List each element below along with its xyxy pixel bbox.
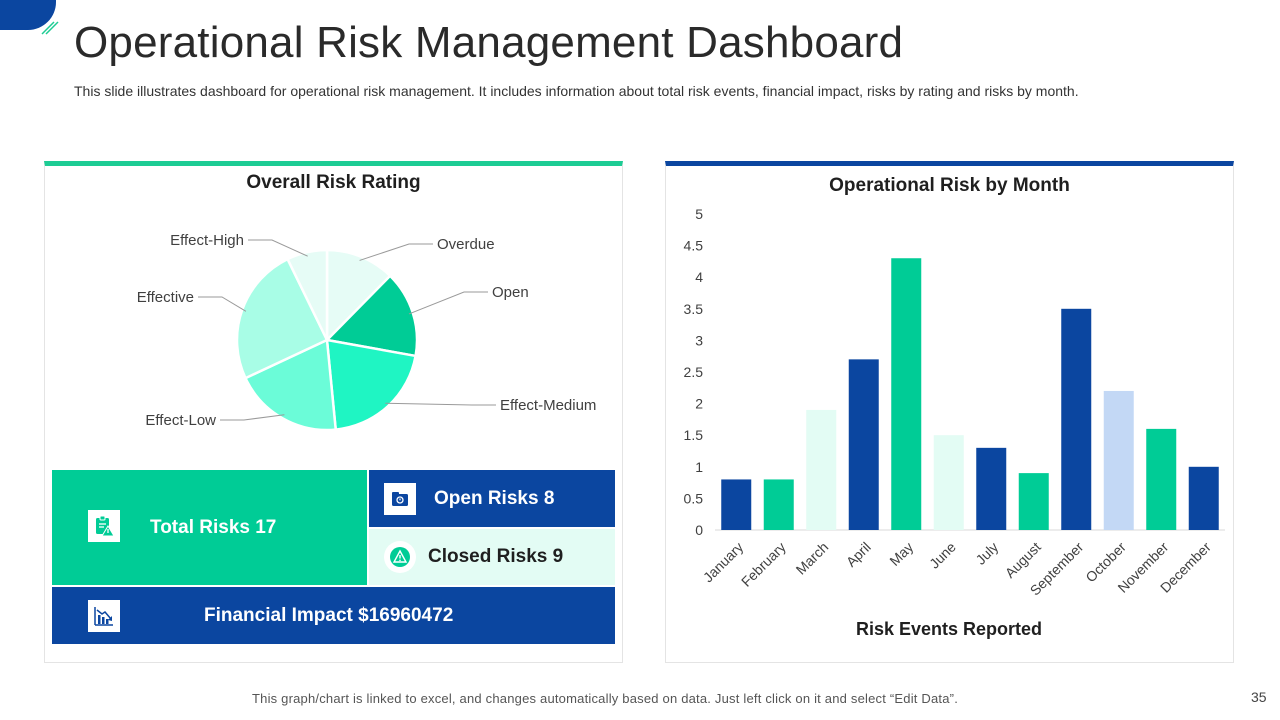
x-tick-label: June: [926, 539, 959, 572]
page-subtitle: This slide illustrates dashboard for ope…: [74, 83, 1079, 99]
pie-slice-effect-high[interactable]: [285, 248, 329, 341]
x-tick-label: February: [738, 539, 789, 590]
corner-ticks-icon: [41, 21, 59, 35]
y-tick-label: 5: [695, 206, 703, 222]
x-tick-label: May: [886, 539, 916, 569]
clipboard-alert-icon: [88, 510, 120, 542]
pie-leader-line: [220, 414, 285, 421]
page-number: 35: [1251, 689, 1267, 705]
x-tick-label: April: [843, 539, 874, 570]
bar-august[interactable]: [1018, 473, 1049, 530]
financial-impact-tile[interactable]: Financial Impact $16960472: [52, 587, 615, 644]
pie-label: Effect-High: [170, 232, 244, 249]
closed-risks-tile[interactable]: Closed Risks 9: [369, 529, 615, 585]
y-tick-label: 2: [695, 396, 703, 412]
y-tick-label: 4: [695, 269, 703, 285]
financial-impact-label: Financial Impact $16960472: [204, 605, 454, 626]
bar-may[interactable]: [891, 258, 922, 530]
pie-label: Open: [492, 284, 529, 301]
bar-june[interactable]: [933, 435, 964, 530]
bar-april[interactable]: [848, 359, 879, 530]
pie-label: Effect-Medium: [500, 397, 596, 414]
footer-note: This graph/chart is linked to excel, and…: [252, 691, 959, 706]
bar-february[interactable]: [763, 479, 794, 530]
open-folder-icon: [384, 483, 416, 515]
y-tick-label: 0.5: [684, 490, 704, 506]
page-title: Operational Risk Management Dashboard: [74, 18, 904, 67]
pie-leader-line: [248, 239, 308, 257]
bar-december[interactable]: [1188, 466, 1219, 530]
bar-september[interactable]: [1061, 308, 1092, 530]
y-tick-label: 4.5: [684, 238, 704, 254]
pie-slice-effect-low[interactable]: [243, 338, 338, 432]
y-tick-label: 2.5: [684, 364, 704, 380]
pie-slice-effective[interactable]: [235, 257, 329, 380]
pie-label: Effective: [137, 289, 194, 306]
bar-november[interactable]: [1146, 428, 1177, 530]
overall-risk-pie-chart[interactable]: Overdue Open Effect-Medium Effect-Low Effect…: [44, 200, 623, 462]
open-risks-label: Open Risks 8: [434, 488, 555, 509]
x-tick-label: July: [972, 539, 1001, 568]
pie-label: Effect-Low: [145, 412, 216, 429]
total-risks-label: Total Risks 17: [150, 517, 277, 538]
y-tick-label: 3: [695, 332, 703, 348]
y-tick-label: 0: [695, 522, 703, 538]
pie-leader-line: [198, 296, 247, 312]
bar-october[interactable]: [1103, 390, 1134, 530]
open-risks-tile[interactable]: Open Risks 8: [369, 470, 615, 527]
pie-leader-line: [359, 243, 433, 261]
bar-july[interactable]: [976, 447, 1007, 530]
y-tick-label: 1.5: [684, 427, 704, 443]
pie-leader-line: [408, 291, 488, 315]
declining-chart-icon: [88, 600, 120, 632]
closed-risks-label: Closed Risks 9: [428, 546, 564, 567]
pie-leader-line: [385, 402, 496, 406]
y-tick-label: 1: [695, 459, 703, 475]
warning-triangle-icon: [384, 541, 416, 573]
pie-slice-overdue[interactable]: [325, 248, 392, 344]
y-tick-label: 3.5: [684, 301, 704, 317]
bar-january[interactable]: [721, 479, 752, 530]
pie-slice-effect-medium[interactable]: [325, 338, 418, 431]
bar-march[interactable]: [806, 409, 837, 530]
x-axis-title: Risk Events Reported: [856, 619, 1042, 639]
pie-label: Overdue: [437, 236, 495, 253]
bar-chart-title: Operational Risk by Month: [829, 175, 1070, 196]
pie-chart-title: Overall Risk Rating: [246, 172, 421, 193]
x-tick-label: August: [1002, 539, 1044, 581]
x-tick-label: March: [793, 539, 832, 578]
risk-by-month-panel: [665, 161, 1234, 663]
total-risks-tile[interactable]: Total Risks 17: [52, 470, 367, 585]
